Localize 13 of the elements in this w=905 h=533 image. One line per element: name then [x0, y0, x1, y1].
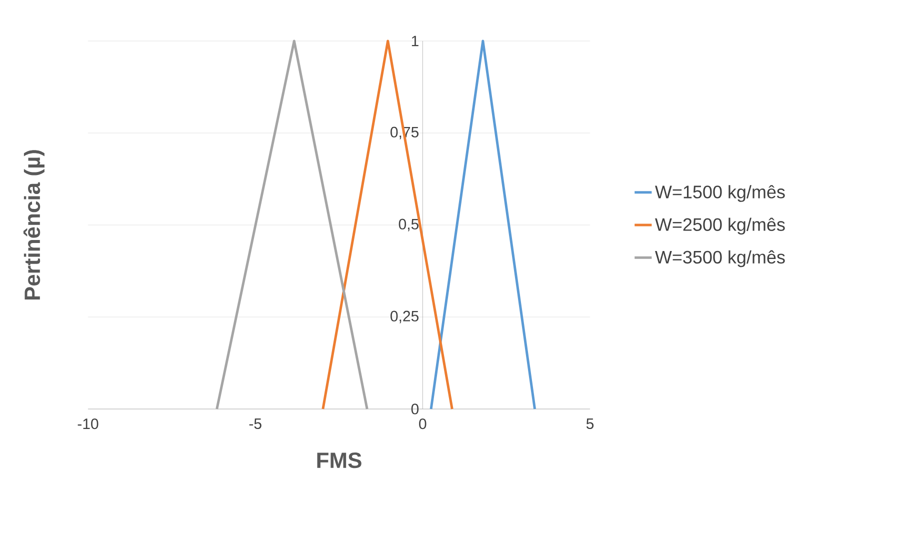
x-tick-label: 0 — [419, 418, 426, 430]
x-tick-label: -5 — [249, 418, 262, 429]
x-tick-label: -10 — [78, 418, 98, 430]
x-axis-title: FMS — [317, 452, 362, 468]
legend-label: W=3500 kg/mês — [655, 250, 785, 268]
legend-label: W=1500 kg/mês — [655, 185, 785, 202]
y-axis-title: Pertinência (µ) — [23, 150, 44, 300]
y-tick-label: 0,5 — [398, 218, 419, 232]
y-tick-label: 0,25 — [390, 310, 419, 324]
y-tick-label: 1 — [412, 36, 418, 46]
x-tick-label: 5 — [586, 418, 594, 429]
legend-label: W=2500 kg/mês — [655, 218, 785, 235]
y-tick-label: 0 — [411, 404, 419, 414]
